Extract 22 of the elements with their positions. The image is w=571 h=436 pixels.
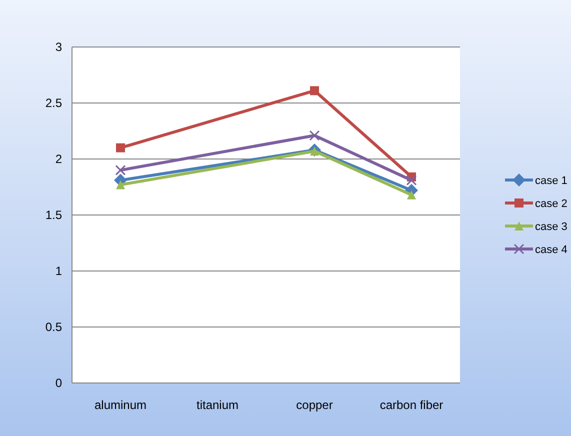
y-tick-label: 2.5 (45, 96, 62, 110)
x-tick-label: aluminum (94, 398, 147, 412)
y-tick-label: 1 (55, 264, 62, 278)
y-tick-label: 0.5 (45, 320, 62, 334)
point (116, 180, 125, 190)
y-tick-label: 1.5 (45, 208, 62, 222)
point (309, 130, 320, 141)
x-tick-label: copper (296, 398, 333, 412)
point (406, 175, 417, 186)
point (407, 190, 416, 200)
legend-label: case 1 (535, 174, 568, 187)
x-tick-label: carbon fiber (380, 398, 444, 412)
legend-label: case 4 (535, 244, 568, 256)
legend-label: case 3 (535, 220, 568, 233)
y-tick-label: 2 (55, 152, 62, 166)
point (116, 143, 125, 152)
x-tick-label: titanium (196, 398, 239, 412)
point (115, 164, 126, 176)
y-tick-label: 3 (55, 40, 62, 54)
legend-label: case 2 (535, 198, 568, 210)
point (310, 86, 319, 96)
y-tick-label: 0 (55, 376, 62, 390)
